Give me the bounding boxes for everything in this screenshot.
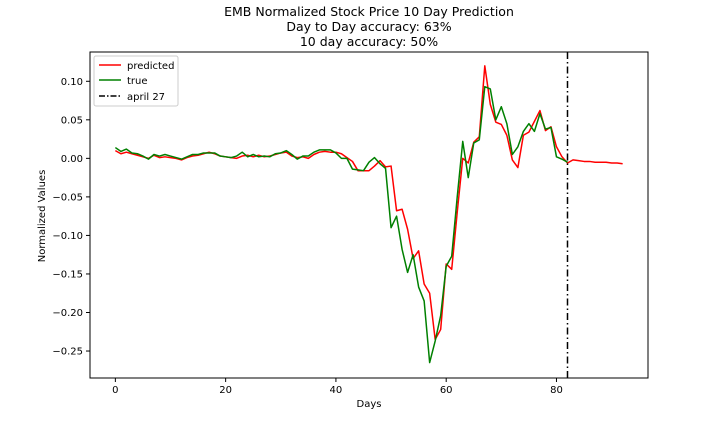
legend-label-predicted: predicted — [127, 61, 174, 72]
legend-label-april-27: april 27 — [127, 92, 165, 103]
axes-frame — [89, 51, 649, 379]
y-axis-label: Normalized Values — [37, 170, 48, 263]
x-tick-label: 60 — [440, 385, 453, 396]
x-tick-label: 80 — [550, 385, 563, 396]
y-tick-label: −0.05 — [52, 192, 83, 203]
x-axis-label: Days — [357, 399, 382, 410]
chart-title: EMB Normalized Stock Price 10 Day Predic… — [224, 4, 514, 49]
series-line-predicted — [114, 65, 623, 341]
chart-title-line-2: Day to Day accuracy: 63% — [286, 19, 451, 34]
legend-label-true: true — [127, 76, 148, 87]
series-line-true — [114, 85, 568, 364]
y-tick-label: 0.10 — [61, 77, 83, 88]
y-tick-label: −0.15 — [52, 269, 83, 280]
y-tick-label: −0.25 — [52, 347, 83, 358]
x-tick-label: 40 — [330, 385, 343, 396]
x-tick-label: 0 — [112, 385, 118, 396]
y-tick-label: −0.20 — [52, 308, 83, 319]
y-tick-label: 0.00 — [61, 154, 83, 165]
x-tick-label: 20 — [219, 385, 232, 396]
chart-legend: predicted true april 27 — [93, 55, 179, 107]
y-tick-label: −0.10 — [52, 231, 83, 242]
chart-title-line-3: 10 day accuracy: 50% — [300, 34, 438, 49]
legend-frame — [93, 55, 179, 107]
chart-title-line-1: EMB Normalized Stock Price 10 Day Predic… — [224, 4, 514, 19]
plot-area: 0 20 40 60 80 0.10 0.05 0.00 −0.05 −0.10 −0.15 −0.2… — [52, 51, 649, 396]
y-tick-label: 0.05 — [61, 115, 83, 126]
